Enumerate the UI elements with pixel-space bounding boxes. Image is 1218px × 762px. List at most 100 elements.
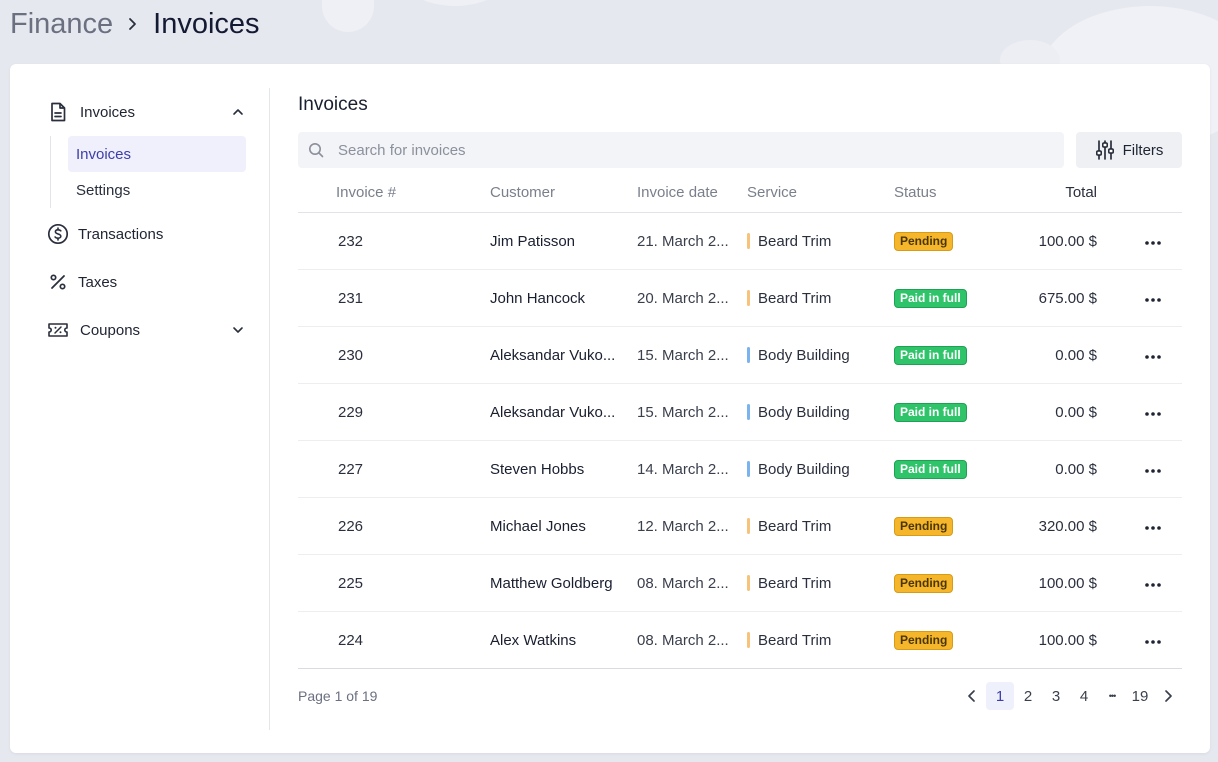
toolbar: Filters	[298, 132, 1182, 168]
column-header-customer[interactable]: Customer	[490, 172, 637, 213]
search-input[interactable]	[336, 140, 1040, 160]
actions-cell	[1097, 554, 1182, 612]
service-color-bar	[747, 461, 750, 477]
table-row[interactable]: 230 Aleksandar Vuko... 15. March 2... Body …	[298, 326, 1182, 384]
invoice-number: 232	[298, 212, 490, 270]
invoices-table: Invoice # Customer Invoice date Service …	[298, 172, 1182, 669]
table-row[interactable]: 224 Alex Watkins 08. March 2... Beard Trim P…	[298, 611, 1182, 669]
dollar-circle-icon	[46, 222, 70, 246]
service-name: Beard Trim	[758, 289, 832, 307]
status-badge: Paid in full	[894, 288, 967, 308]
table-row[interactable]: 226 Michael Jones 12. March 2... Beard Trim…	[298, 497, 1182, 555]
page-button-2[interactable]: 2	[1023, 687, 1033, 705]
main-panel: Invoices Filters Invoice #	[298, 88, 1182, 710]
actions-cell	[1097, 611, 1182, 669]
page-indicator: Page 1 of 19	[298, 688, 378, 704]
breadcrumb-current: Invoices	[153, 7, 260, 40]
service-cell: Beard Trim	[747, 269, 894, 327]
sidebar-item-transactions[interactable]: Transactions	[46, 214, 256, 254]
more-horizontal-icon[interactable]	[1143, 347, 1163, 359]
sidebar-subitem-settings[interactable]: Settings	[76, 181, 131, 199]
more-horizontal-icon[interactable]	[1143, 233, 1163, 245]
sidebar: Invoices Invoices Settings Transactions …	[46, 92, 256, 350]
sliders-icon	[1095, 139, 1115, 161]
more-horizontal-icon[interactable]	[1143, 632, 1163, 644]
service-name: Beard Trim	[758, 232, 832, 250]
invoice-number: 224	[298, 611, 490, 669]
column-header-status[interactable]: Status	[894, 172, 1004, 213]
status-badge: Paid in full	[894, 459, 967, 479]
page-button-last[interactable]: 19	[1131, 687, 1149, 705]
search-box	[298, 132, 1064, 168]
sidebar-subnav: Invoices Settings	[50, 136, 256, 208]
service-cell: Body Building	[747, 383, 894, 441]
invoice-number: 227	[298, 440, 490, 498]
service-color-bar	[747, 233, 750, 249]
table-row[interactable]: 225 Matthew Goldberg 08. March 2... Beard T…	[298, 554, 1182, 612]
actions-cell	[1097, 383, 1182, 441]
service-color-bar	[747, 290, 750, 306]
column-header-total[interactable]: Total	[1004, 172, 1097, 213]
chevron-right-icon	[1165, 690, 1172, 702]
invoice-total: 0.00 $	[1004, 440, 1097, 498]
service-name: Body Building	[758, 460, 850, 478]
sidebar-subitem-invoices[interactable]: Invoices	[68, 136, 246, 172]
service-color-bar	[747, 518, 750, 534]
status-badge: Pending	[894, 573, 954, 593]
invoice-total: 100.00 $	[1004, 212, 1097, 270]
actions-cell	[1097, 269, 1182, 327]
filters-button[interactable]: Filters	[1076, 132, 1182, 168]
prev-page-button[interactable]	[958, 682, 986, 710]
service-name: Beard Trim	[758, 517, 832, 535]
background-shape	[322, 0, 374, 32]
page-button-1[interactable]: 1	[986, 682, 1014, 710]
more-horizontal-icon[interactable]	[1143, 518, 1163, 530]
invoice-number: 226	[298, 497, 490, 555]
status-cell: Pending	[894, 554, 1004, 612]
search-icon	[308, 142, 324, 158]
next-page-button[interactable]	[1154, 682, 1182, 710]
invoice-date: 21. March 2...	[637, 212, 747, 270]
page-button-4[interactable]: 4	[1079, 687, 1089, 705]
table-row[interactable]: 229 Aleksandar Vuko... 15. March 2... Body …	[298, 383, 1182, 441]
column-header-invoice-date[interactable]: Invoice date	[637, 172, 747, 213]
service-cell: Body Building	[747, 326, 894, 384]
customer-name: Michael Jones	[490, 497, 637, 555]
more-horizontal-icon[interactable]	[1143, 575, 1163, 587]
actions-cell	[1097, 212, 1182, 270]
invoice-number: 225	[298, 554, 490, 612]
service-color-bar	[747, 347, 750, 363]
breadcrumb-parent[interactable]: Finance	[10, 7, 114, 40]
customer-name: Matthew Goldberg	[490, 554, 637, 612]
column-header-invoice-number[interactable]: Invoice #	[298, 172, 490, 213]
status-cell: Pending	[894, 212, 1004, 270]
page-button-3[interactable]: 3	[1051, 687, 1061, 705]
invoice-total: 100.00 $	[1004, 611, 1097, 669]
sidebar-section-invoices[interactable]: Invoices	[46, 92, 256, 132]
invoice-date: 15. March 2...	[637, 383, 747, 441]
more-horizontal-icon[interactable]	[1143, 290, 1163, 302]
table-row[interactable]: 232 Jim Patisson 21. March 2... Beard Trim P…	[298, 212, 1182, 270]
service-name: Body Building	[758, 346, 850, 364]
pagination-row: Page 1 of 19 1 2 3 4 ••• 19	[298, 680, 1182, 712]
sidebar-item-coupons[interactable]: Coupons	[46, 310, 256, 350]
invoice-date: 08. March 2...	[637, 554, 747, 612]
status-cell: Paid in full	[894, 440, 1004, 498]
status-cell: Paid in full	[894, 383, 1004, 441]
chevron-down-icon[interactable]	[230, 322, 246, 338]
invoice-date: 12. March 2...	[637, 497, 747, 555]
column-header-service[interactable]: Service	[747, 172, 894, 213]
status-cell: Pending	[894, 497, 1004, 555]
service-color-bar	[747, 575, 750, 591]
service-cell: Beard Trim	[747, 554, 894, 612]
sidebar-item-taxes[interactable]: Taxes	[46, 262, 256, 302]
status-badge: Pending	[894, 231, 954, 251]
table-row[interactable]: 227 Steven Hobbs 14. March 2... Body Buildi…	[298, 440, 1182, 498]
more-horizontal-icon[interactable]	[1143, 404, 1163, 416]
status-badge: Paid in full	[894, 345, 967, 365]
table-row[interactable]: 231 John Hancock 20. March 2... Beard Trim P…	[298, 269, 1182, 327]
chevron-up-icon[interactable]	[230, 104, 246, 120]
breadcrumb: Finance Invoices	[10, 4, 260, 44]
more-horizontal-icon[interactable]	[1143, 461, 1163, 473]
background-shape	[400, 0, 510, 6]
